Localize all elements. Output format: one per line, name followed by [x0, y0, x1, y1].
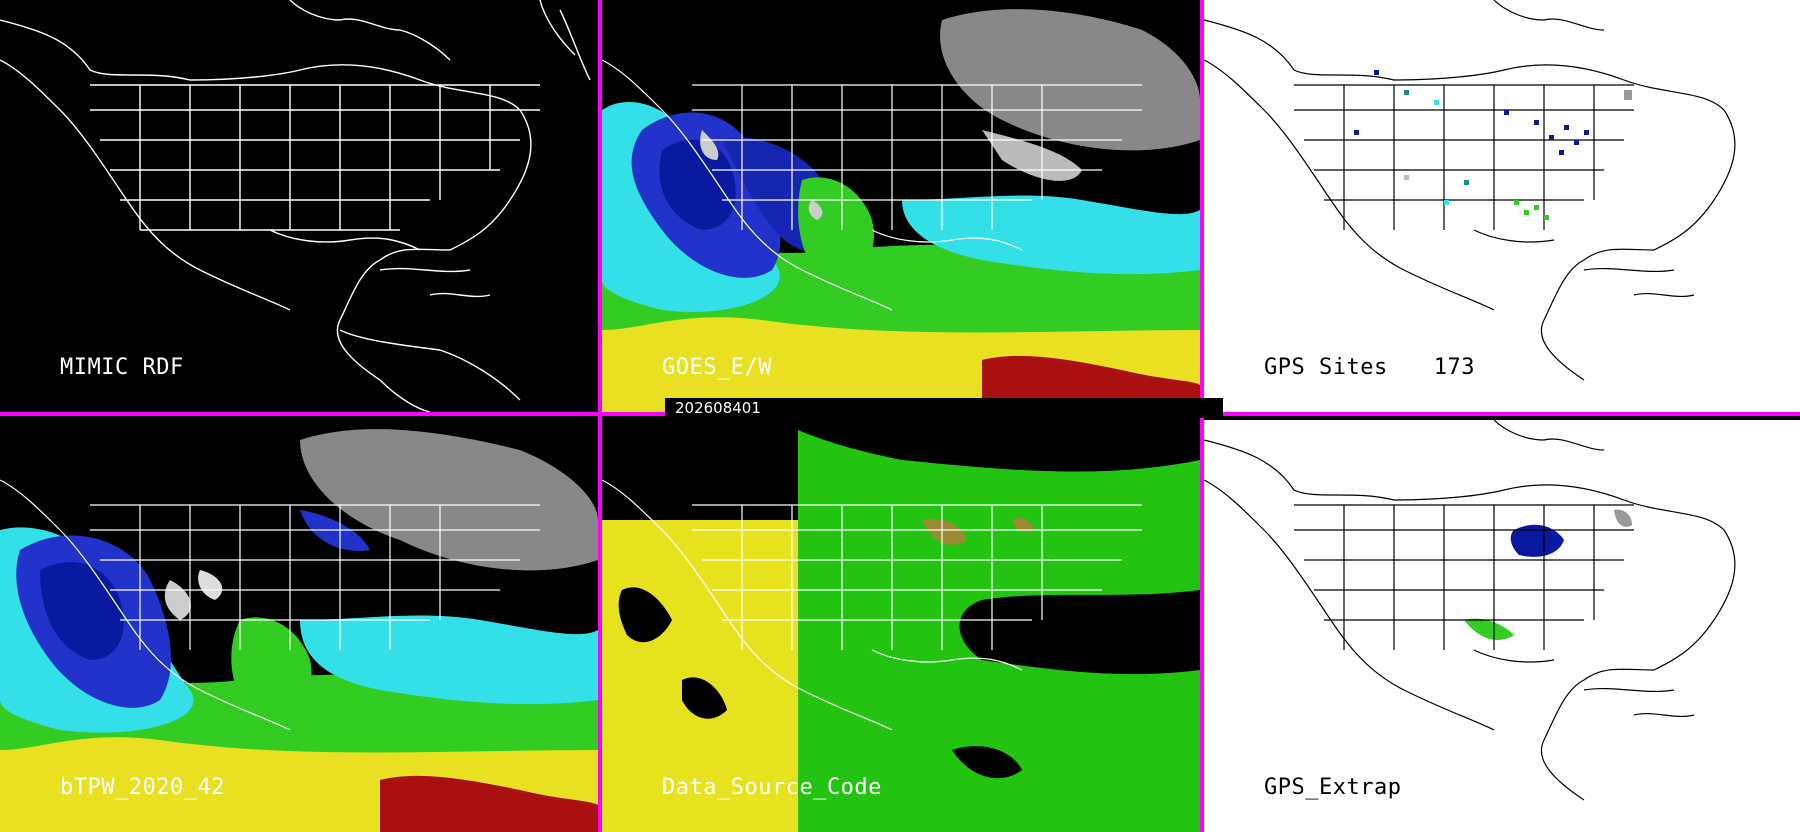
gps-site-map — [1204, 0, 1736, 381]
panel-btpw: bTPW_2020_42 — [0, 420, 598, 832]
timestamp-bar: 202608401 — [665, 398, 1223, 418]
panel-label: bTPW_2020_42 — [60, 775, 225, 800]
gps-extrapolation-map — [1204, 420, 1736, 801]
gps-sites-count: 173 — [1433, 355, 1475, 380]
panel-label: GPS_Extrap — [1264, 775, 1402, 800]
divider-vertical-left — [598, 0, 602, 832]
data-source-field — [602, 420, 1200, 832]
panel-label: GOES_E/W — [662, 355, 772, 380]
precipitable-water-field — [602, 0, 1200, 412]
panel-data-source-code: Data_Source_Code — [602, 420, 1200, 832]
panel-goes-ew: GOES_E/W — [602, 0, 1200, 412]
panel-gps-extrap: GPS_Extrap — [1204, 420, 1800, 832]
gps-site-markers — [1354, 70, 1632, 220]
map-outline — [0, 0, 591, 412]
panel-label: GPS Sites 173 — [1264, 355, 1475, 380]
panel-label: Data_Source_Code — [662, 775, 882, 800]
panel-mimic-rdf: MIMIC RDF — [0, 0, 598, 412]
gps-sites-label: GPS Sites — [1264, 355, 1388, 380]
blended-tpw-field — [0, 429, 598, 832]
panel-label: MIMIC RDF — [60, 355, 184, 380]
panel-gps-sites: GPS Sites 173 — [1204, 0, 1800, 412]
